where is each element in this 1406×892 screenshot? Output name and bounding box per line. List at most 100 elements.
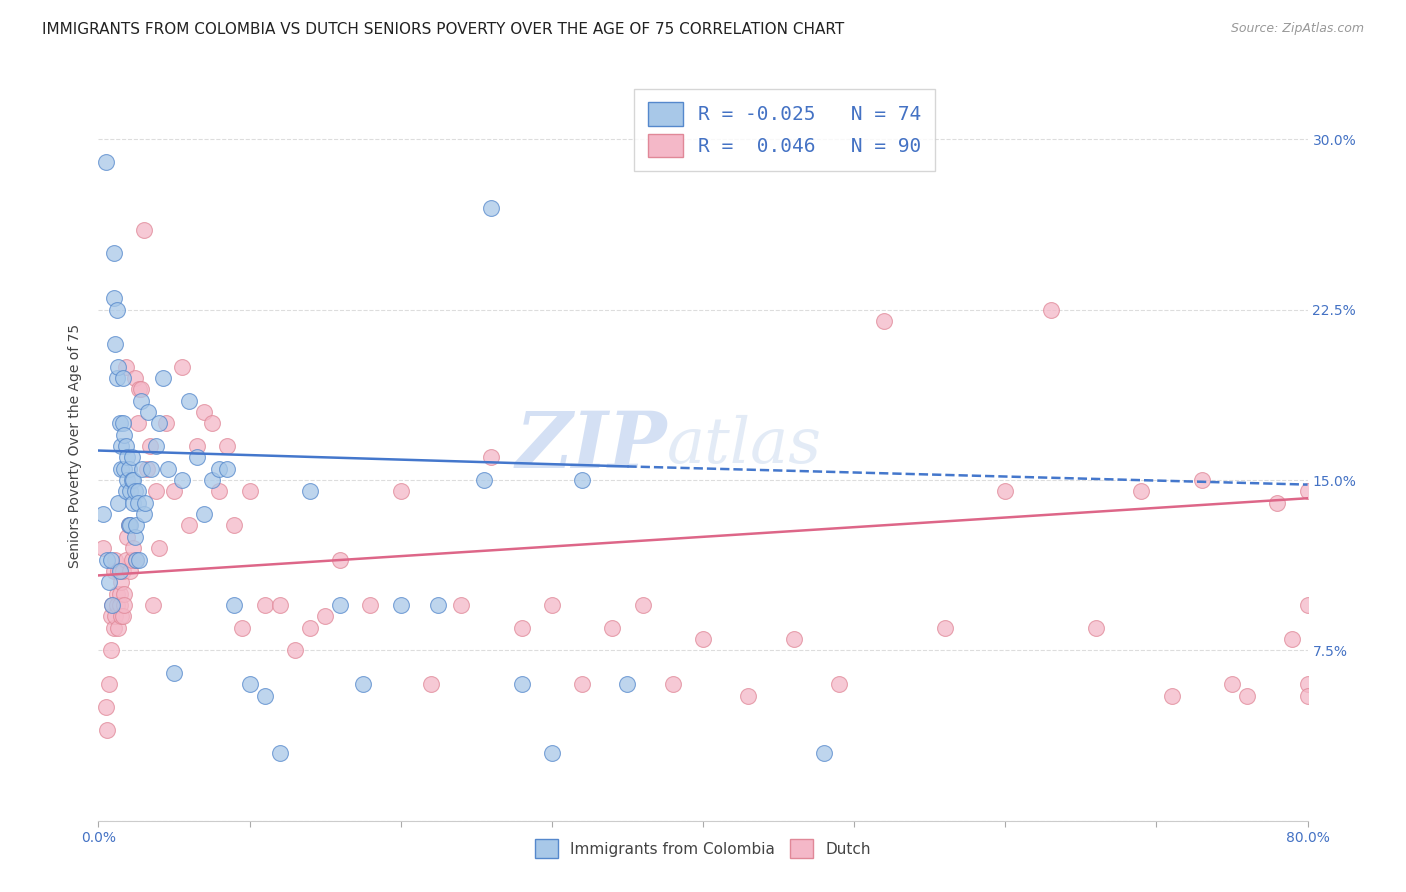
Point [110,439,132,453]
Point [105,371,128,385]
Point [122,496,145,510]
Point [571,677,593,691]
Point [269,598,291,612]
Point [96,552,118,566]
Point [155,417,177,431]
Text: atlas: atlas [666,415,821,477]
Point [139,439,162,453]
Point [91,541,114,556]
Point [142,598,165,612]
Point [100,609,122,624]
Point [110,575,132,590]
Point [127,496,149,510]
Point [108,598,131,612]
Point [105,586,128,600]
Point [163,666,186,681]
Point [100,643,122,657]
Point [389,484,412,499]
Point [239,677,262,691]
Point [129,382,152,396]
Point [828,677,851,691]
Point [110,609,132,624]
Point [112,586,135,600]
Point [122,473,145,487]
Point [111,371,134,385]
Point [510,677,533,691]
Point [179,518,201,533]
Point [115,450,138,465]
Point [124,371,146,385]
Point [1191,473,1213,487]
Point [94,155,117,169]
Point [128,382,150,396]
Point [616,677,638,691]
Point [231,621,253,635]
Point [104,609,127,624]
Point [540,746,562,760]
Point [389,598,412,612]
Point [661,677,683,691]
Point [352,677,374,691]
Point [215,461,238,475]
Point [127,417,149,431]
Point [602,621,624,635]
Point [329,552,352,566]
Point [873,314,896,328]
Point [115,473,138,487]
Point [163,484,186,499]
Point [201,473,224,487]
Point [450,598,472,612]
Point [114,359,136,374]
Point [145,439,167,453]
Point [1296,598,1319,612]
Point [121,450,143,465]
Point [193,405,215,419]
Point [104,336,127,351]
Point [91,507,114,521]
Point [1296,484,1319,499]
Point [107,621,129,635]
Point [108,417,131,431]
Point [737,689,759,703]
Point [103,621,125,635]
Point [104,552,127,566]
Point [132,223,155,237]
Point [108,586,131,600]
Point [1130,484,1153,499]
Point [314,609,336,624]
Point [994,484,1017,499]
Point [105,598,128,612]
Text: IMMIGRANTS FROM COLOMBIA VS DUTCH SENIORS POVERTY OVER THE AGE OF 75 CORRELATION: IMMIGRANTS FROM COLOMBIA VS DUTCH SENIOR… [42,22,845,37]
Point [208,461,231,475]
Point [103,292,125,306]
Point [783,632,806,646]
Point [208,484,231,499]
Point [224,518,246,533]
Point [299,621,322,635]
Point [269,746,291,760]
Point [1267,496,1289,510]
Point [125,552,148,566]
Point [571,473,593,487]
Point [239,484,262,499]
Point [98,677,121,691]
Point [813,746,835,760]
Point [121,473,143,487]
Point [112,461,135,475]
Point [224,598,246,612]
Point [105,302,128,317]
Point [120,518,142,533]
Point [118,518,141,533]
Point [114,439,136,453]
Point [1220,677,1243,691]
Point [107,564,129,578]
Point [100,552,122,566]
Point [120,484,142,499]
Point [148,417,170,431]
Point [96,723,118,737]
Point [1296,689,1319,703]
Point [156,461,179,475]
Point [111,564,134,578]
Point [215,439,238,453]
Point [101,598,124,612]
